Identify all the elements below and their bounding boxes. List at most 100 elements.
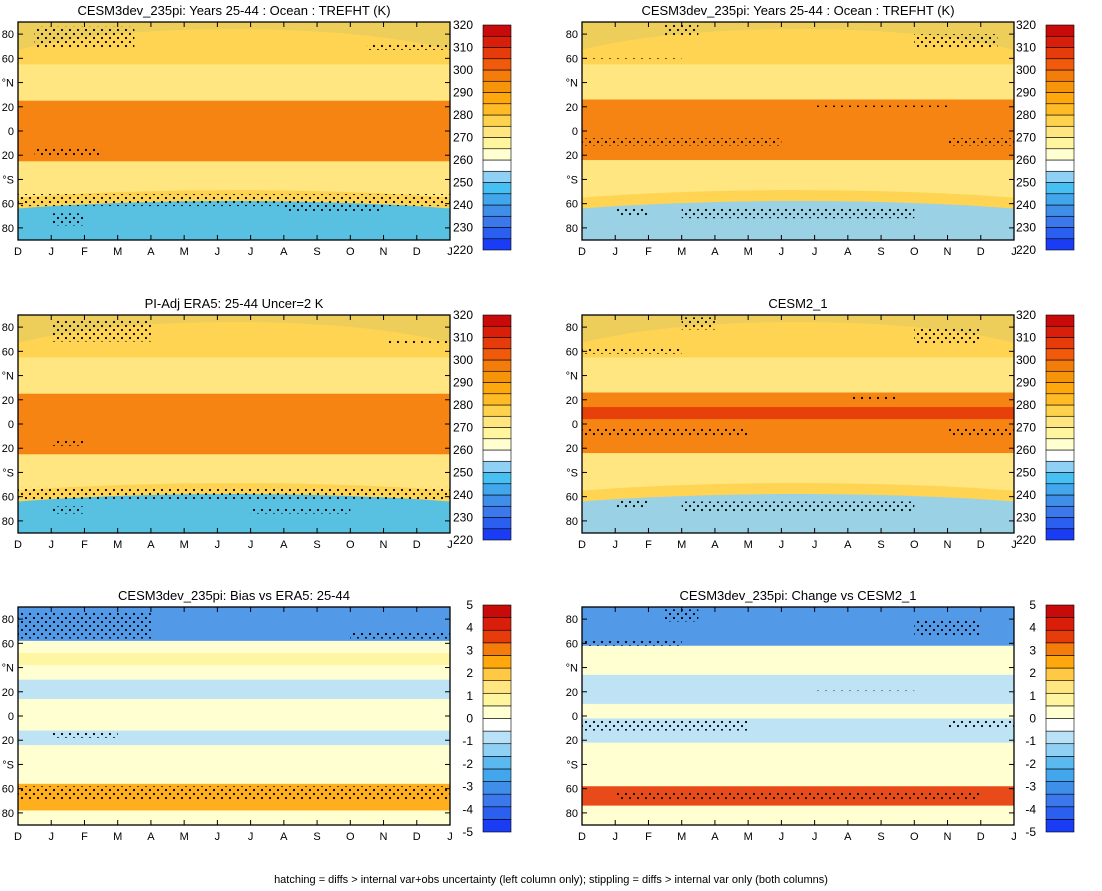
- colorbar-label: 240: [1016, 198, 1036, 212]
- colorbar-box: [482, 472, 512, 485]
- colorbar-box: [1045, 47, 1075, 60]
- colorbar-box: [482, 47, 512, 60]
- colorbar-box: [482, 159, 512, 172]
- colorbar-box: [482, 793, 512, 808]
- x-tick-label: J: [1011, 831, 1017, 843]
- field-band-tropics_max: [582, 407, 1014, 420]
- x-tick-label: M: [744, 246, 753, 258]
- colorbar-label: 240: [453, 198, 473, 212]
- stipple-region: [18, 193, 450, 207]
- colorbar-label: 310: [453, 331, 473, 345]
- colorbar-box: [482, 238, 512, 251]
- colorbar-box: [482, 718, 512, 732]
- y-tick-label: 60: [2, 346, 14, 358]
- x-tick-label: A: [147, 539, 155, 551]
- stipple-region: [615, 792, 981, 801]
- x-tick-label: J: [215, 246, 221, 258]
- colorbar-box: [1045, 655, 1075, 669]
- x-tick-label: A: [280, 539, 288, 551]
- y-tick-label: 0: [8, 419, 14, 431]
- colorbar-box: [1045, 393, 1075, 406]
- x-tick-label: A: [844, 539, 852, 551]
- colorbar-label: 240: [1016, 488, 1036, 502]
- colorbar-label: 250: [1016, 466, 1036, 480]
- colorbar-label: 4: [1029, 621, 1036, 635]
- colorbar-label: 320: [1016, 308, 1036, 322]
- y-tick-label: 20: [566, 443, 578, 455]
- y-tick-label: 60: [2, 638, 14, 650]
- y-tick-label: 60: [566, 199, 578, 211]
- colorbar-box: [482, 314, 512, 327]
- colorbar-label: 300: [1016, 353, 1036, 367]
- stipple-region: [615, 207, 649, 216]
- colorbar-label: -2: [1025, 757, 1036, 771]
- colorbar-box: [1045, 604, 1075, 618]
- colorbar-box: [1045, 227, 1075, 240]
- stipple-region: [582, 640, 682, 646]
- colorbar-label: 5: [466, 598, 473, 612]
- x-tick-label: M: [677, 539, 686, 551]
- stipple-region: [250, 508, 351, 514]
- colorbar-label: 320: [453, 18, 473, 32]
- colorbar-box: [1045, 137, 1075, 150]
- colorbar-box: [482, 494, 512, 507]
- stipple-region: [814, 690, 915, 693]
- colorbar-box: [482, 35, 512, 48]
- colorbar-box: [482, 80, 512, 93]
- x-tick-label: O: [346, 831, 355, 843]
- colorbar-box: [1045, 114, 1075, 127]
- y-tick-label: °N: [2, 371, 14, 383]
- x-tick-label: J: [215, 539, 221, 551]
- colorbar-box: [482, 24, 512, 37]
- stipple-region: [350, 631, 450, 639]
- x-tick-label: M: [113, 539, 122, 551]
- x-tick-label: J: [215, 831, 221, 843]
- colorbar-label: 300: [1016, 63, 1036, 77]
- colorbar-label: 220: [1016, 533, 1036, 547]
- stipple-region: [51, 506, 85, 514]
- colorbar-box: [1045, 215, 1075, 228]
- colorbar-box: [1045, 24, 1075, 37]
- x-tick-label: A: [147, 246, 155, 258]
- colorbar-box: [482, 58, 512, 71]
- y-tick-label: °S: [2, 174, 14, 186]
- colorbar-box: [1045, 483, 1075, 496]
- x-tick-label: J: [447, 246, 453, 258]
- colorbar-box: [1045, 58, 1075, 71]
- y-tick-label: 20: [2, 735, 14, 747]
- colorbar-label: 290: [453, 376, 473, 390]
- x-tick-label: N: [380, 246, 388, 258]
- x-tick-label: D: [413, 246, 421, 258]
- x-tick-label: J: [779, 246, 785, 258]
- stipple-region: [947, 138, 1014, 146]
- chart-title: PI-Adj ERA5: 25-44 Uncer=2 K: [145, 296, 324, 311]
- y-tick-label: °S: [566, 174, 578, 186]
- colorbar-box: [1045, 170, 1075, 183]
- x-tick-label: J: [447, 831, 453, 843]
- colorbar-box: [482, 337, 512, 350]
- colorbar-label: 250: [1016, 176, 1036, 190]
- y-tick-label: °N: [566, 371, 578, 383]
- stipple-region: [615, 500, 649, 509]
- colorbar-box: [482, 204, 512, 217]
- colorbar-label: 2: [466, 666, 473, 680]
- colorbar-label: 4: [466, 621, 473, 635]
- colorbar-label: -1: [1025, 734, 1036, 748]
- colorbar-box: [1045, 449, 1075, 462]
- x-tick-label: F: [81, 246, 88, 258]
- colorbar-box: [482, 370, 512, 383]
- colorbar-label: 260: [453, 153, 473, 167]
- colorbar-label: 220: [1016, 243, 1036, 257]
- x-tick-label: D: [413, 539, 421, 551]
- field-band-north_cool_band: [582, 674, 1014, 704]
- colorbar-label: 3: [1029, 643, 1036, 657]
- colorbar-label: -2: [462, 757, 473, 771]
- field-band-north_cool_band: [18, 679, 450, 700]
- colorbar-box: [482, 680, 512, 694]
- colorbar-label: 0: [1029, 712, 1036, 726]
- colorbar-label: 240: [453, 488, 473, 502]
- field-region-antarctic: [582, 201, 1014, 240]
- colorbar-label: 5: [1029, 598, 1036, 612]
- colorbar-label: 270: [1016, 131, 1036, 145]
- colorbar-box: [1045, 642, 1075, 656]
